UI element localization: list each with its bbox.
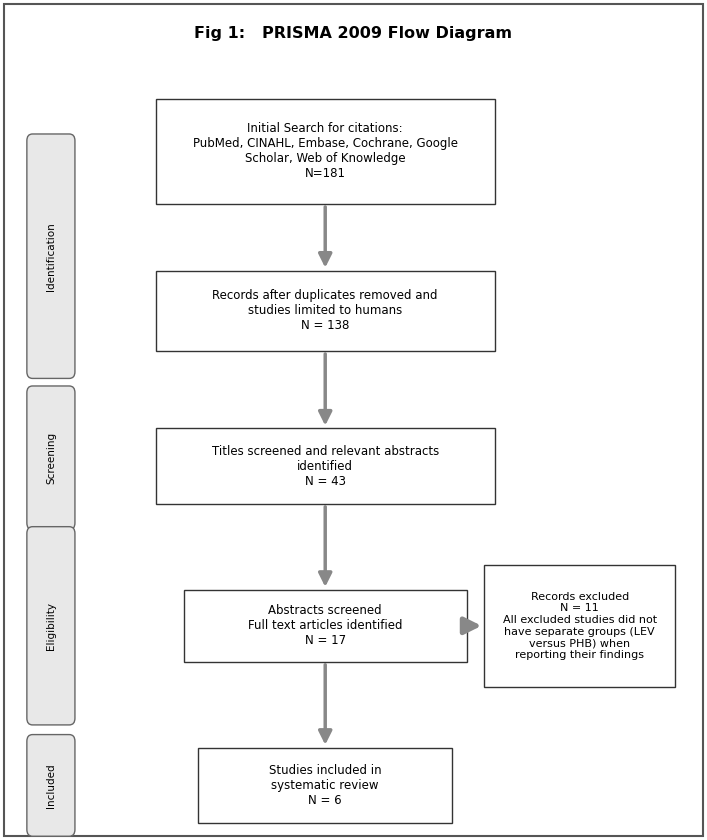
FancyBboxPatch shape [484, 564, 675, 687]
FancyBboxPatch shape [198, 748, 452, 823]
Text: Titles screened and relevant abstracts
identified
N = 43: Titles screened and relevant abstracts i… [211, 444, 439, 488]
FancyBboxPatch shape [156, 270, 495, 351]
FancyBboxPatch shape [27, 134, 75, 379]
Text: Abstracts screened
Full text articles identified
N = 17: Abstracts screened Full text articles id… [248, 604, 402, 648]
FancyBboxPatch shape [184, 590, 467, 662]
Text: Records excluded
N = 11
All excluded studies did not
have separate groups (LEV
v: Records excluded N = 11 All excluded stu… [503, 592, 657, 659]
Text: Eligibility: Eligibility [46, 601, 56, 650]
Text: Identification: Identification [46, 222, 56, 291]
FancyBboxPatch shape [156, 428, 495, 504]
Text: Studies included in
systematic review
N = 6: Studies included in systematic review N … [269, 764, 382, 807]
FancyBboxPatch shape [4, 4, 703, 836]
Text: Included: Included [46, 763, 56, 808]
Text: Records after duplicates removed and
studies limited to humans
N = 138: Records after duplicates removed and stu… [213, 289, 438, 333]
FancyBboxPatch shape [156, 98, 495, 203]
FancyBboxPatch shape [27, 734, 75, 837]
Text: Fig 1:   PRISMA 2009 Flow Diagram: Fig 1: PRISMA 2009 Flow Diagram [194, 26, 513, 41]
Text: Screening: Screening [46, 432, 56, 484]
FancyBboxPatch shape [27, 386, 75, 529]
Text: Initial Search for citations:
PubMed, CINAHL, Embase, Cochrane, Google
Scholar, : Initial Search for citations: PubMed, CI… [193, 122, 457, 181]
FancyBboxPatch shape [27, 527, 75, 725]
